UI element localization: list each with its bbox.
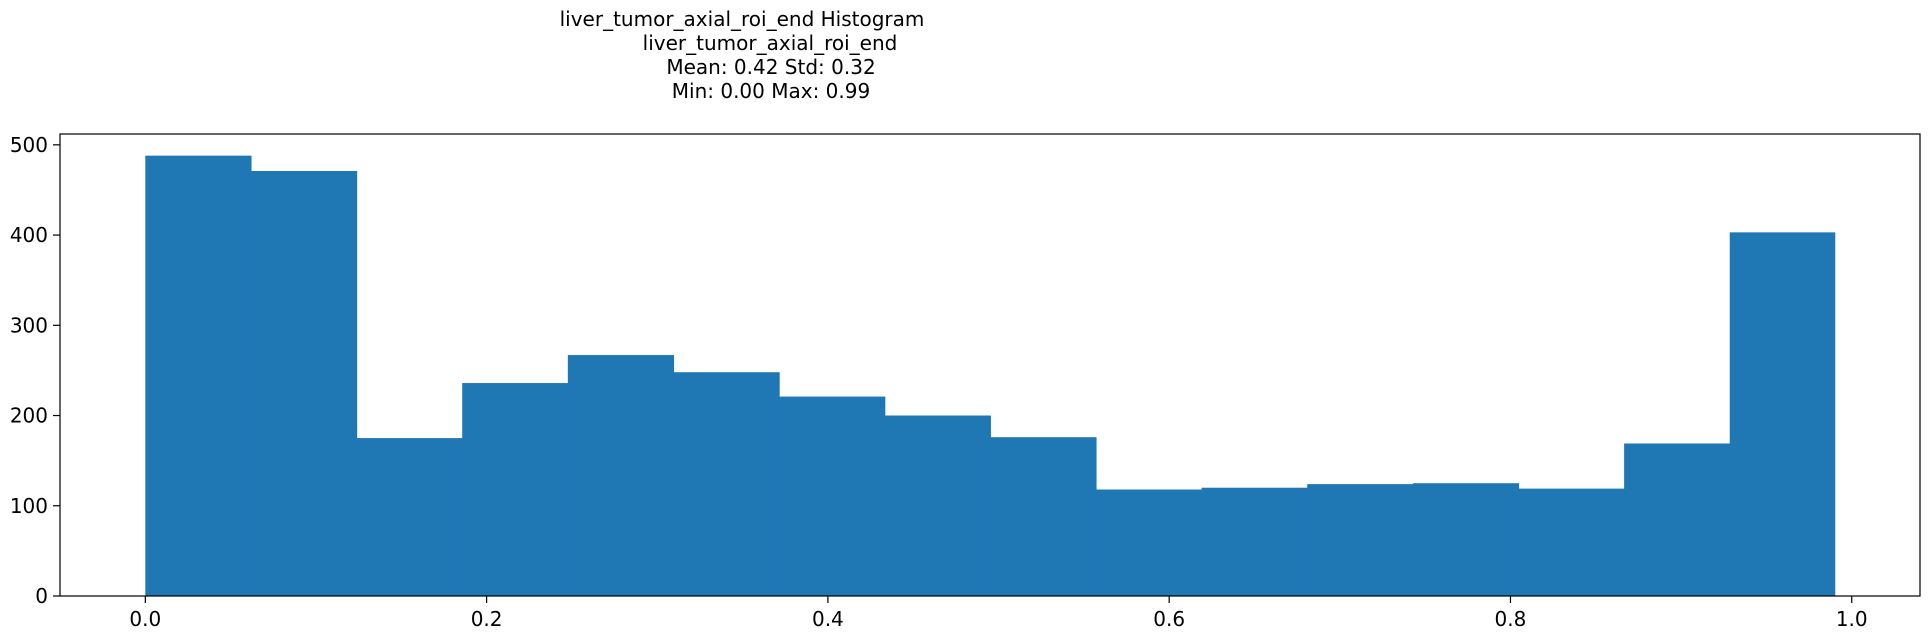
histogram-bar [1412,483,1520,596]
x-tick-label: 0.4 [812,607,844,631]
title-line-2: liver_tumor_axial_roi_end [643,31,898,55]
histogram-bar [1729,232,1836,597]
title-line-3: Mean: 0.42 Std: 0.32 [666,55,875,79]
histogram-bar [462,383,569,596]
y-tick-label: 500 [10,133,48,157]
chart-title: liver_tumor_axial_roi_end Histogram live… [560,7,925,103]
histogram-bar [1624,443,1731,596]
histogram-bar [356,438,463,596]
histogram-bar [884,415,991,596]
histogram-bar [779,396,886,596]
histogram-bar [1201,487,1308,596]
histogram-bar [1518,488,1625,596]
title-line-4: Min: 0.00 Max: 0.99 [672,79,870,103]
y-axis: 0 100 200 300 400 500 [10,133,60,608]
histogram-bar [673,372,780,596]
histogram-bar [567,355,675,596]
histogram-bar [990,437,1097,596]
x-tick-label: 1.0 [1836,607,1868,631]
axes-frame [59,133,1921,597]
histogram-bar [250,171,358,596]
x-tick-label: 0.8 [1495,607,1527,631]
histogram-bar [145,155,252,596]
y-tick-label: 300 [10,313,48,337]
histogram-bar [1307,484,1414,596]
y-tick-label: 0 [35,584,48,608]
histogram-bars [145,155,1836,597]
x-tick-label: 0.0 [129,607,161,631]
y-tick-label: 200 [10,404,48,428]
histogram-bar [1095,489,1203,596]
title-line-1: liver_tumor_axial_roi_end Histogram [560,7,925,31]
x-tick-label: 0.6 [1153,607,1185,631]
x-axis: 0.0 0.2 0.4 0.6 0.8 1.0 [129,596,1868,631]
y-tick-label: 400 [10,223,48,247]
x-tick-label: 0.2 [471,607,503,631]
y-tick-label: 100 [10,494,48,518]
